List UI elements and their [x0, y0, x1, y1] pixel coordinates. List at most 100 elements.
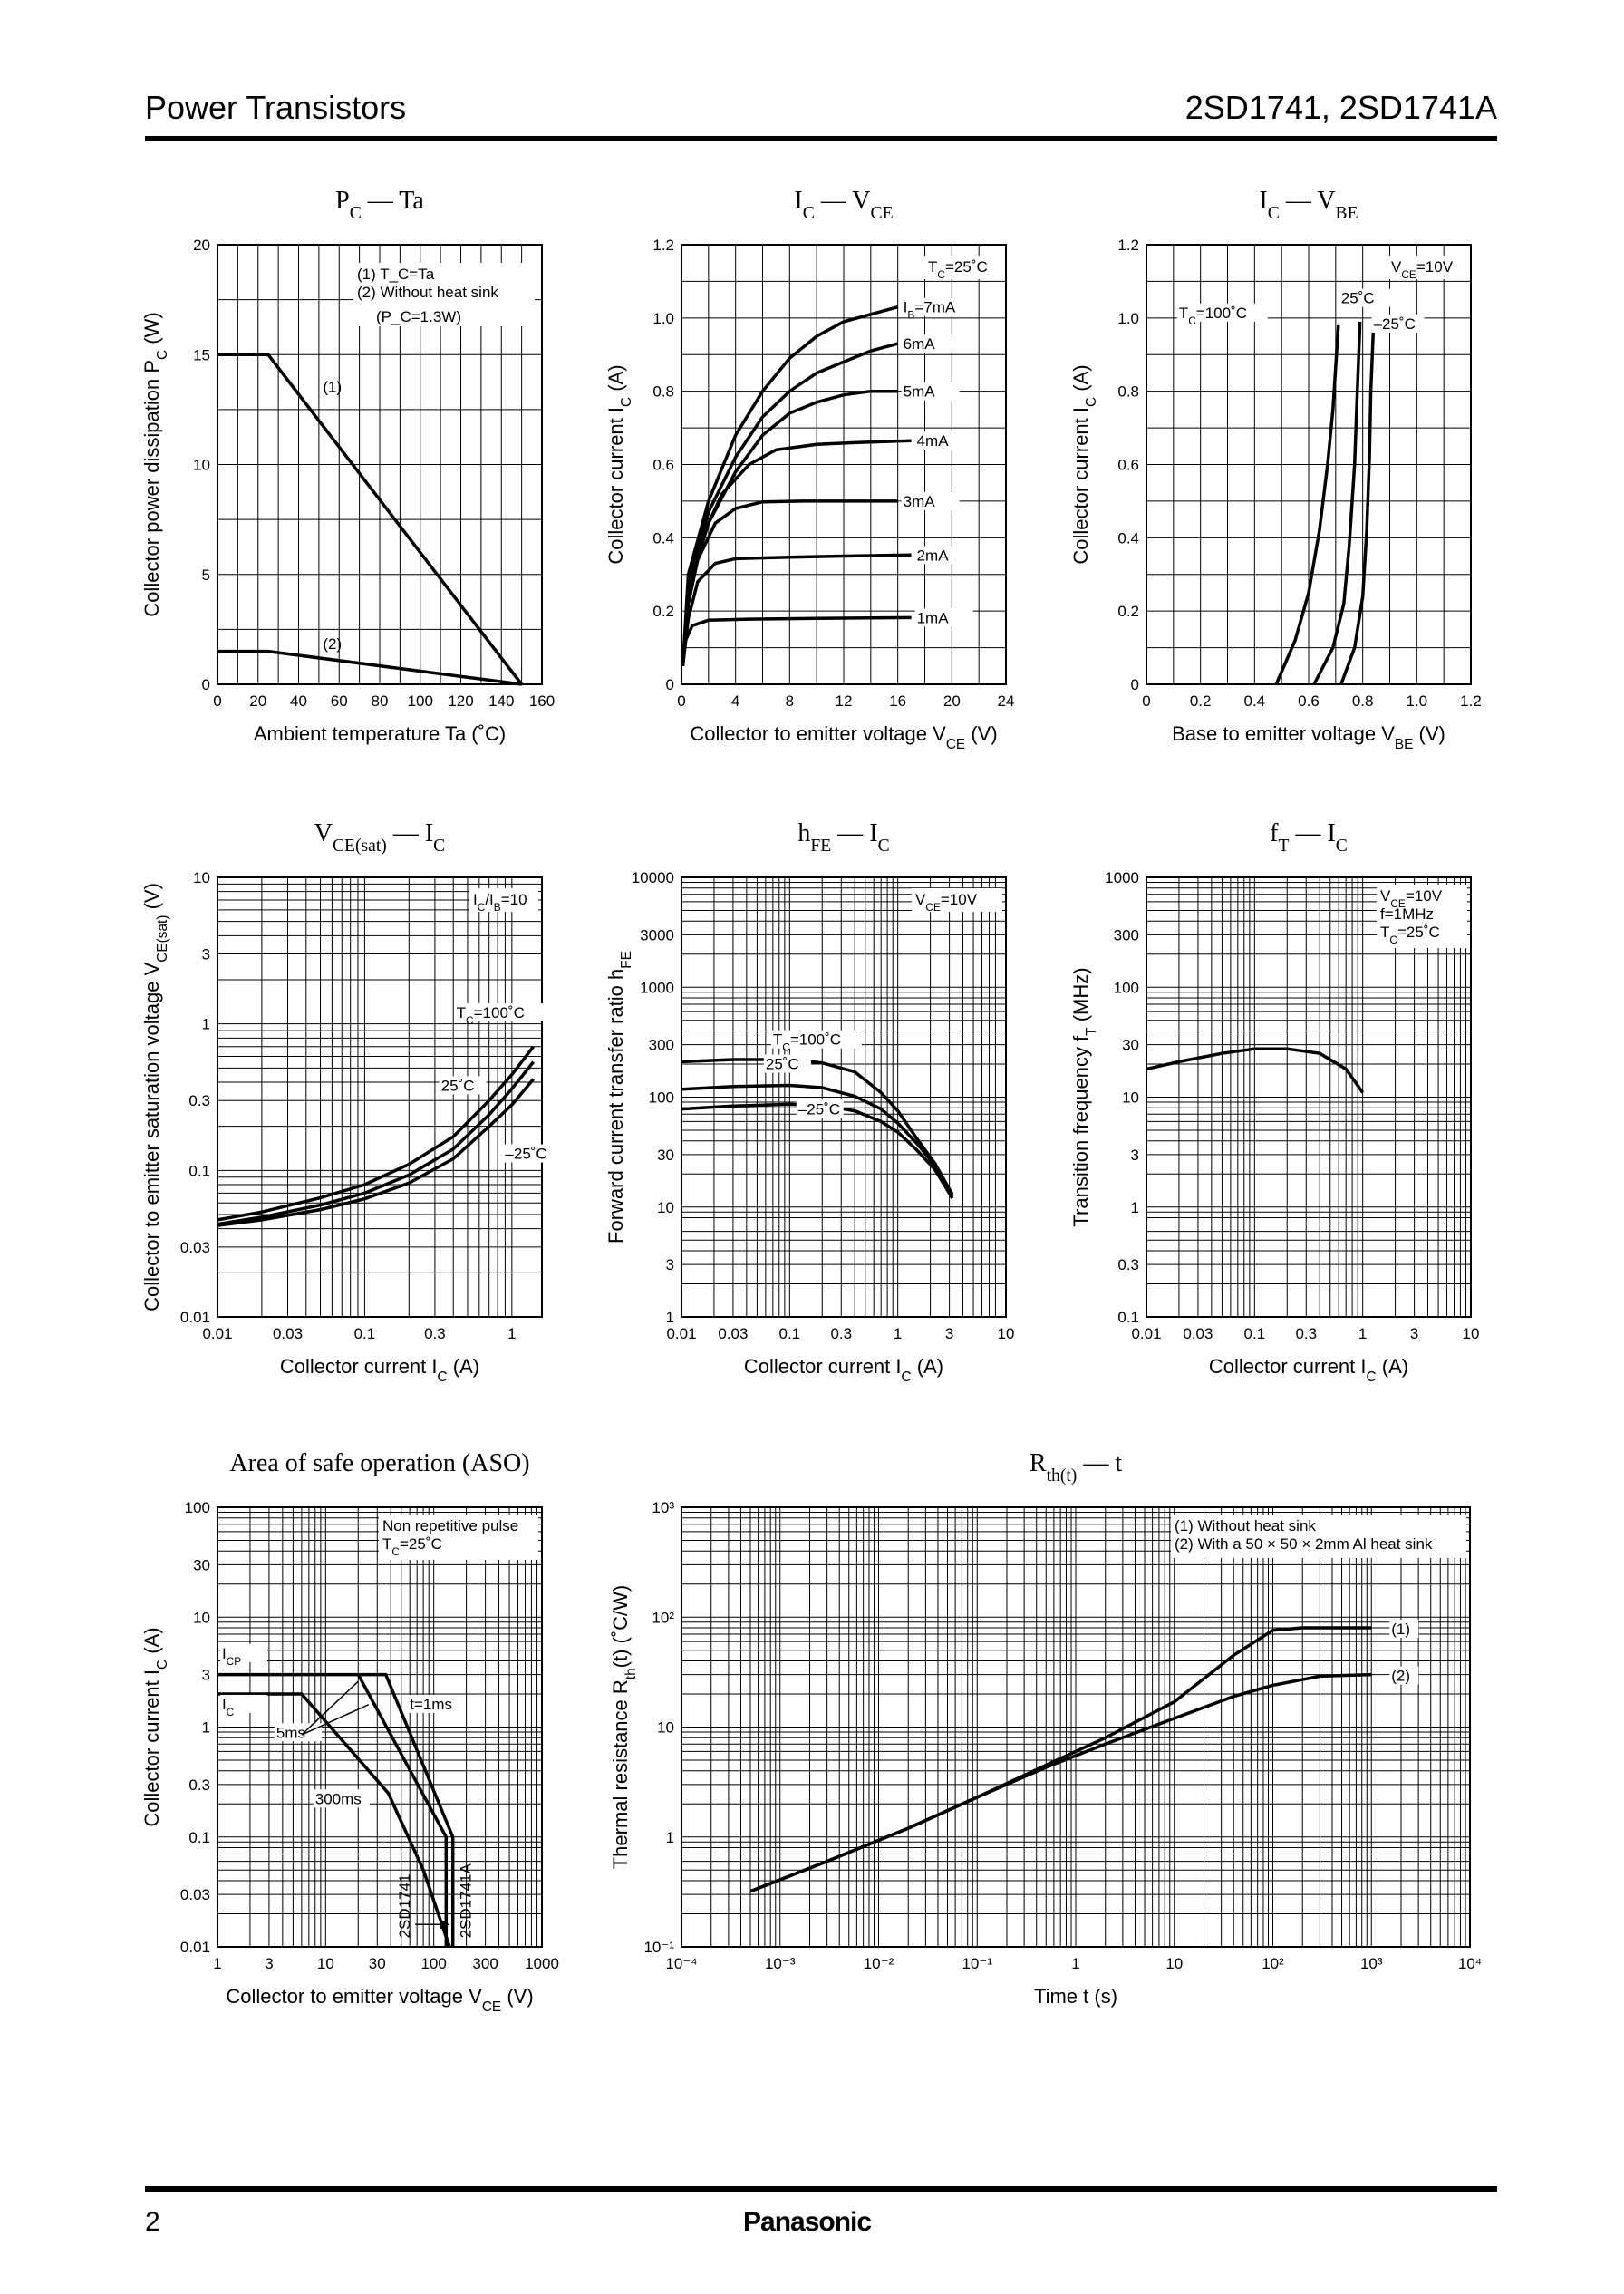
legend-note-bg [353, 263, 535, 326]
y-tick-label: 0.3 [188, 1776, 210, 1794]
series-line-t-c-100-c [681, 1058, 954, 1195]
x-tick-label: 0.1 [779, 1325, 801, 1342]
x-tick-label: 0.4 [1244, 692, 1266, 710]
y-tick-label: 0.1 [188, 1829, 210, 1846]
chart-title: IC — VBE [1259, 187, 1358, 223]
condition-note: VCE=10V [915, 891, 978, 914]
aso-label-bg [219, 1694, 267, 1713]
legend-note-bg [1171, 1515, 1466, 1558]
y-tick-label: 10 [657, 1719, 674, 1737]
x-axis-label: Base to emitter voltage VBE (V) [1172, 722, 1445, 752]
x-tick-label: 20 [943, 692, 961, 710]
series-label: 4mA [917, 432, 950, 450]
x-tick-label: 40 [290, 692, 307, 710]
series-label-bg [454, 1002, 546, 1021]
x-tick-label: 0.3 [1295, 1325, 1317, 1342]
x-tick-label: 0 [677, 692, 685, 710]
x-tick-label: 0 [213, 692, 221, 710]
chart-hfe_ic: 0.01 0.03 0.1 0.3 1 3 10 1 3 10 30 100 300 1000 3000 10… [604, 819, 1014, 1385]
legend-note: (P_C=1.3W) [376, 308, 461, 325]
chart-vcesat_ic: 0.01 0.03 0.1 0.3 1 0.01 0.03 0.1 0.3 1 3 10 VCE(sat… [140, 819, 551, 1385]
y-tick-label: 1 [666, 1829, 674, 1846]
series-label: 1mA [917, 609, 950, 626]
y-tick-label: 1 [202, 1016, 210, 1033]
part-arrow-head [440, 1920, 450, 1930]
y-tick-label: 300 [649, 1037, 674, 1054]
y-axis-label: Collector current IC (A) [604, 364, 634, 564]
x-tick-label: 8 [786, 692, 794, 710]
series-label: –25˚C [1374, 315, 1416, 333]
page-number: 2 [145, 2207, 160, 2237]
series-label-bg [763, 1054, 811, 1073]
y-tick-label: 0.2 [652, 603, 674, 620]
leader-line [301, 1704, 370, 1736]
legend-note: (2) With a 50 × 50 × 2mm Al heat sink [1174, 1535, 1433, 1553]
condition-note: VCE=10V [1380, 887, 1443, 910]
series-line--25-c [1339, 324, 1376, 685]
series-line-300ms [218, 1692, 451, 1948]
series-label: (2) [1391, 1668, 1410, 1685]
series-label-bg [1339, 288, 1392, 307]
condition-note: TC=25˚C [382, 1535, 442, 1558]
y-tick-label: 300 [1114, 926, 1139, 944]
y-tick-label: 100 [1114, 979, 1139, 996]
series-label-bg [901, 297, 960, 316]
x-tick-label: 20 [249, 692, 266, 710]
x-tick-label: 10⁻⁴ [665, 1955, 697, 1972]
x-tick-label: 0 [1142, 692, 1150, 710]
y-tick-label: 1.0 [1117, 310, 1139, 327]
series-line--25-c [681, 1102, 954, 1200]
y-axis-label: Collector current IC (A) [1069, 364, 1099, 564]
y-tick-label: 0.4 [1117, 529, 1139, 547]
legend-note: (1) Without heat sink [1174, 1517, 1316, 1534]
series-line--25-c [217, 1078, 535, 1227]
y-tick-label: 1000 [640, 979, 674, 996]
series-label-bg [1176, 303, 1268, 322]
x-tick-label: 1 [508, 1325, 516, 1342]
chart-title: IC — VCE [794, 187, 893, 223]
x-tick-label: 0.01 [202, 1325, 232, 1342]
y-tick-label: 3 [202, 1667, 210, 1684]
condition-note-bg [379, 1515, 538, 1560]
x-tick-label: 0.1 [1244, 1325, 1266, 1342]
y-tick-label: 100 [185, 1499, 210, 1516]
y-tick-label: 0.3 [188, 1092, 210, 1109]
y-tick-label: 3000 [640, 926, 674, 944]
x-tick-label: 100 [420, 1955, 446, 1972]
x-tick-label: 60 [331, 692, 348, 710]
y-tick-label: 10³ [652, 1499, 674, 1516]
x-tick-label: 0.8 [1352, 692, 1374, 710]
chart-ft_ic: 0.01 0.03 0.1 0.3 1 3 10 0.1 0.3 1 3 10 30 100 300 1000… [1069, 819, 1479, 1385]
y-tick-label: 0.03 [180, 1886, 210, 1903]
chart-ic_vce: 0 4 8 12 16 20 24 0 0.2 0.4 0.6 0.8 1.0 1.2 IC — VCE Co… [604, 187, 1014, 752]
y-tick-label: 0.6 [652, 457, 674, 474]
series-label: –25˚C [798, 1100, 840, 1118]
x-axis-label: Collector current IC (A) [280, 1355, 479, 1385]
aso-label: t=1ms [410, 1696, 452, 1713]
chart-title: Rth(t) — t [1030, 1449, 1122, 1486]
x-tick-label: 3 [1410, 1325, 1418, 1342]
x-tick-label: 1 [1358, 1325, 1367, 1342]
series-label-bg [503, 1144, 551, 1163]
y-tick-label: 10 [193, 869, 210, 886]
series-line-25-c [1312, 321, 1362, 685]
x-tick-label: 10 [998, 1325, 1015, 1342]
chart-rth_t: 10⁻⁴ 10⁻³ 10⁻² 10⁻¹ 1 10 10² 10³ 10⁴ 10⁻¹ 1 10 10² 10… [609, 1449, 1482, 2008]
series-label-bg [914, 546, 973, 565]
x-axis-label: Ambient temperature Ta (˚C) [254, 722, 506, 745]
y-tick-label: 100 [649, 1089, 674, 1107]
y-tick-label: 15 [193, 346, 210, 363]
series-label: 5mA [904, 383, 936, 401]
brand-logo: Panasonic [743, 2207, 872, 2237]
series-label-bg [1389, 1620, 1419, 1639]
condition-note-bg [912, 888, 1002, 912]
x-tick-label: 0.3 [424, 1325, 446, 1342]
x-axis-label: Time t (s) [1034, 1985, 1117, 2008]
y-tick-label: 10000 [632, 869, 674, 886]
series-label: –25˚C [505, 1146, 546, 1163]
y-tick-label: 3 [202, 946, 210, 963]
x-tick-label: 1000 [525, 1955, 559, 1972]
y-tick-label: 0.4 [652, 529, 674, 547]
series-line-t-c-100-c [1274, 324, 1340, 685]
